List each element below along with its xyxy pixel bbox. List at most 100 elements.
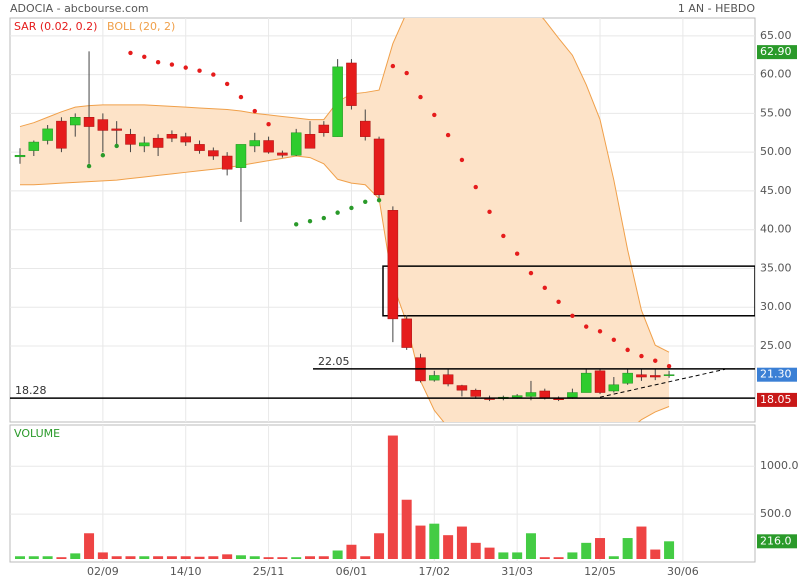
candle-body — [125, 134, 136, 145]
y-tick-label: 35.00 — [760, 261, 792, 274]
volume-bar — [595, 538, 606, 559]
candle-body — [636, 374, 647, 378]
volume-bar — [608, 556, 619, 559]
volume-bar — [346, 544, 357, 559]
candle-body — [14, 155, 26, 158]
sar-dot — [432, 112, 437, 118]
volume-bar — [277, 557, 288, 559]
volume-bar — [84, 533, 95, 559]
candle-body — [56, 120, 67, 149]
sar-dot — [349, 205, 354, 211]
sar-dot — [528, 270, 534, 276]
candle-body — [180, 136, 191, 143]
candle-body — [97, 119, 109, 131]
sar-dot — [473, 184, 478, 190]
volume-bar — [180, 556, 191, 559]
y-tick-label: 60.00 — [760, 68, 792, 81]
candle-body — [442, 374, 454, 385]
sar-dot — [169, 62, 175, 67]
volume-bar — [539, 557, 550, 559]
candle-body — [608, 384, 620, 392]
volume-bar — [249, 556, 260, 559]
volume-bar — [56, 557, 67, 559]
volume-bar — [374, 533, 385, 559]
sar-dot — [307, 218, 313, 224]
volume-bar — [222, 554, 233, 559]
candle-body — [28, 141, 40, 151]
volume-bar — [484, 547, 495, 559]
volume-bar — [567, 552, 578, 559]
volume-bar — [97, 552, 108, 559]
volume-bar — [512, 552, 523, 559]
sar-dot — [86, 163, 92, 169]
y-tick-label: 55.00 — [760, 106, 792, 119]
volume-bar — [291, 557, 302, 559]
sar-dot — [611, 337, 617, 343]
sar-dot — [390, 63, 396, 69]
candle-body — [663, 374, 675, 376]
price-badge — [757, 45, 797, 60]
volume-badge — [757, 534, 797, 549]
candle-body — [429, 375, 440, 381]
x-tick-label: 30/06 — [667, 565, 699, 578]
candle-body — [304, 134, 316, 149]
candle-body — [194, 144, 205, 151]
volume-bar — [111, 556, 122, 559]
y-tick-label: 500.0 — [760, 507, 792, 520]
sar-dot — [294, 222, 299, 227]
candle-body — [208, 150, 219, 157]
volume-bar — [456, 526, 467, 559]
volume-bar — [28, 556, 39, 559]
candle-body — [263, 140, 274, 153]
volume-plot — [15, 435, 675, 559]
price-badge-label: 21.30 — [760, 368, 792, 381]
x-tick-label: 31/03 — [501, 565, 533, 578]
volume-badge-label: 216.0 — [760, 534, 792, 547]
sar-dot — [556, 299, 561, 305]
volume-bar — [194, 556, 205, 559]
candle-body — [387, 210, 399, 320]
sar-dot — [597, 329, 603, 334]
trend-line — [599, 368, 726, 398]
sar-dot — [501, 233, 506, 239]
sar-dot — [418, 94, 423, 100]
y-tick-label: 45.00 — [760, 184, 792, 197]
candle-body — [650, 375, 661, 378]
candle-body — [249, 140, 261, 147]
candle-body — [580, 372, 592, 393]
candle-body — [373, 138, 385, 196]
volume-bar — [305, 556, 316, 559]
candle-body — [111, 128, 122, 131]
bollinger-lower — [20, 155, 670, 422]
candle-body — [139, 142, 150, 147]
sar-dot — [404, 70, 409, 76]
volume-bar — [235, 555, 246, 559]
sar-dot — [335, 210, 340, 215]
sar-dot — [224, 81, 230, 87]
bollinger-upper — [19, 18, 670, 353]
sar-dot — [459, 157, 465, 163]
level-label: 22.05 — [318, 355, 350, 368]
candle-body — [235, 144, 247, 168]
x-tick-label: 25/11 — [253, 565, 285, 578]
candle-body — [511, 395, 523, 398]
sar-dot — [584, 324, 589, 329]
legend-sar: SAR (0.02, 0.2) — [14, 20, 97, 33]
x-tick-label: 17/02 — [418, 565, 450, 578]
sar-dot — [114, 143, 119, 149]
price-plot — [14, 18, 755, 422]
candle-body — [456, 385, 468, 391]
volume-bar — [664, 541, 675, 559]
sar-dot — [487, 209, 492, 215]
y-tick-label: 50.00 — [760, 145, 792, 158]
volume-bar — [636, 526, 647, 559]
sar-dot — [653, 358, 658, 363]
volume-bar — [429, 523, 440, 559]
candle-body — [221, 155, 233, 170]
candle-body — [152, 137, 164, 148]
x-tick-label: 06/01 — [336, 565, 368, 578]
price-badge-label: 18.05 — [760, 393, 792, 406]
volume-bar — [360, 556, 371, 559]
candle-body — [525, 392, 537, 397]
